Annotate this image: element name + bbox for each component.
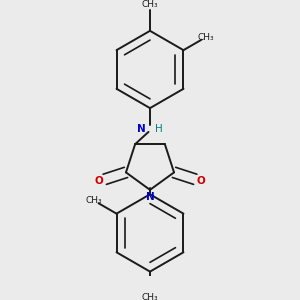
Text: N: N (137, 124, 146, 134)
Text: CH₃: CH₃ (142, 0, 158, 9)
Text: O: O (197, 176, 206, 186)
Text: H: H (155, 124, 163, 134)
Text: CH₃: CH₃ (85, 196, 102, 205)
Text: N: N (146, 192, 154, 202)
Text: O: O (94, 176, 103, 186)
Text: CH₃: CH₃ (142, 293, 158, 300)
Text: CH₃: CH₃ (198, 33, 214, 42)
